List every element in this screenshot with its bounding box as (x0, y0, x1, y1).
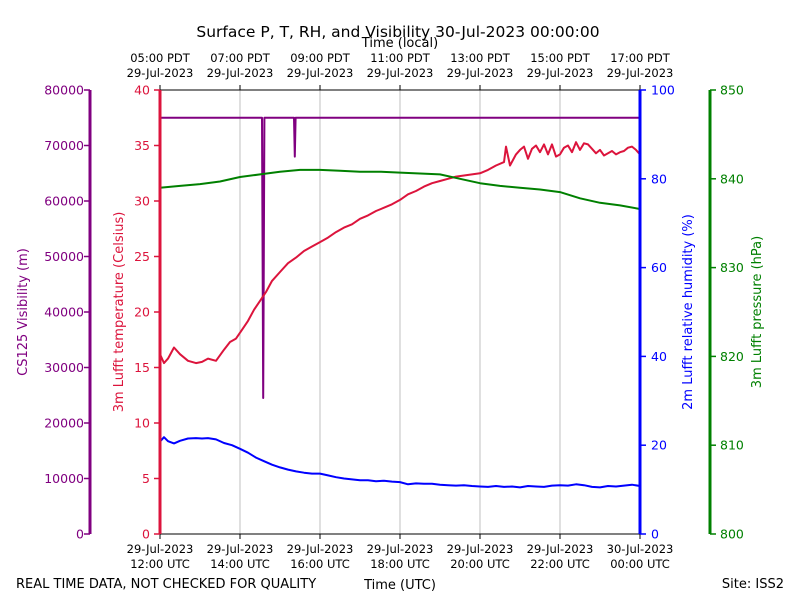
x-tick-label-time: 00:00 UTC (610, 557, 670, 571)
top-tick-label-time: 05:00 PDT (130, 51, 191, 65)
top-tick-label-date: 29-Jul-2023 (127, 66, 194, 80)
top-tick-label-date: 29-Jul-2023 (607, 66, 674, 80)
top-axis-label: Time (local) (361, 36, 438, 51)
rh-axis-label: 2m Lufft relative humidity (%) (681, 214, 696, 410)
x-tick-label-date: 29-Jul-2023 (527, 542, 594, 556)
top-tick-label-time: 15:00 PDT (530, 51, 591, 65)
x-tick-label-date: 29-Jul-2023 (447, 542, 514, 556)
x-tick-label-date: 29-Jul-2023 (207, 542, 274, 556)
rh-tick-label: 0 (651, 527, 659, 542)
top-tick-label-date: 29-Jul-2023 (447, 66, 514, 80)
vis-tick-label: 10000 (44, 471, 84, 486)
x-tick-label-time: 20:00 UTC (450, 557, 510, 571)
temp-tick-label: 5 (142, 471, 150, 486)
grid (239, 90, 561, 534)
pres-tick-label: 830 (720, 260, 744, 275)
pres-tick-label: 850 (720, 83, 744, 98)
rh-tick-label: 80 (651, 171, 667, 186)
top-tick-label-date: 29-Jul-2023 (207, 66, 274, 80)
x-tick-label-time: 22:00 UTC (530, 557, 590, 571)
pres-axis-label: 3m Lufft pressure (hPa) (750, 236, 765, 388)
pres-tick-label: 800 (720, 527, 744, 542)
temp-tick-label: 25 (134, 249, 150, 264)
top-tick-label-date: 29-Jul-2023 (287, 66, 354, 80)
temp-tick-label: 0 (142, 527, 150, 542)
footer-quality-note: REAL TIME DATA, NOT CHECKED FOR QUALITY (16, 577, 316, 592)
x-tick-label-time: 12:00 UTC (130, 557, 190, 571)
top-tick-label-time: 13:00 PDT (450, 51, 511, 65)
bottom-axis-label: Time (UTC) (363, 578, 436, 593)
top-tick-label-time: 09:00 PDT (290, 51, 351, 65)
x-tick-label-date: 29-Jul-2023 (127, 542, 194, 556)
rh-series-line (159, 436, 641, 489)
x-tick-label-time: 14:00 UTC (210, 557, 270, 571)
temp-tick-label: 15 (134, 360, 150, 375)
vis-tick-label: 40000 (44, 305, 84, 320)
series-lines (159, 116, 641, 489)
x-tick-label-time: 16:00 UTC (290, 557, 350, 571)
x-tick-label-date: 29-Jul-2023 (367, 542, 434, 556)
rh-tick-label: 20 (651, 438, 667, 453)
x-tick-label-time: 18:00 UTC (370, 557, 430, 571)
vis-tick-label: 0 (76, 527, 84, 542)
vis-tick-label: 80000 (44, 83, 84, 98)
pres-tick-label: 840 (720, 171, 744, 186)
top-tick-label-date: 29-Jul-2023 (527, 66, 594, 80)
vis-tick-label: 20000 (44, 416, 84, 431)
temp-tick-label: 20 (134, 305, 150, 320)
x-tick-label-date: 30-Jul-2023 (607, 542, 674, 556)
x-tick-label-date: 29-Jul-2023 (287, 542, 354, 556)
rh-tick-label: 60 (651, 260, 667, 275)
vis-tick-label: 30000 (44, 360, 84, 375)
footer-site-label: Site: ISS2 (722, 577, 784, 592)
temp-tick-label: 30 (134, 194, 150, 209)
temp-tick-label: 35 (134, 138, 150, 153)
top-tick-label-time: 07:00 PDT (210, 51, 271, 65)
temp-tick-label: 40 (134, 83, 150, 98)
pres-tick-label: 810 (720, 438, 744, 453)
vis-tick-label: 50000 (44, 249, 84, 264)
vis-tick-label: 60000 (44, 194, 84, 209)
top-tick-label-date: 29-Jul-2023 (367, 66, 434, 80)
top-tick-label-time: 17:00 PDT (610, 51, 671, 65)
top-tick-label-time: 11:00 PDT (370, 51, 431, 65)
vis-series-line (160, 116, 640, 399)
temp-axis-label: 3m Lufft temperature (Celsius) (112, 212, 127, 413)
vis-axis-label: CS125 Visibility (m) (16, 248, 31, 376)
pres-tick-label: 820 (720, 349, 744, 364)
pres-series-line (159, 168, 641, 210)
temp-tick-label: 10 (134, 416, 150, 431)
vis-tick-label: 70000 (44, 138, 84, 153)
rh-tick-label: 100 (651, 83, 675, 98)
chart-title: Surface P, T, RH, and Visibility 30-Jul-… (196, 23, 599, 41)
rh-tick-label: 40 (651, 349, 667, 364)
